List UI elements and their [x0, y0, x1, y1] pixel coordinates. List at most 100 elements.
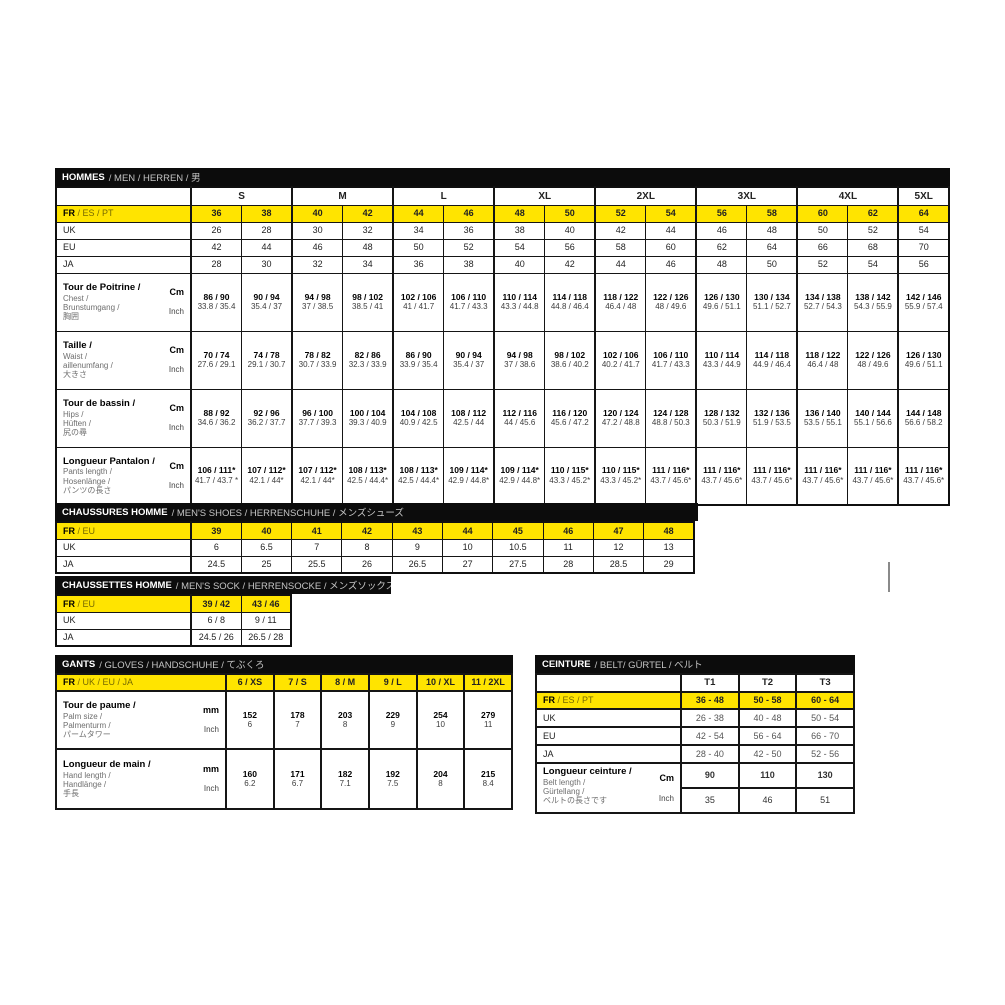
size-group-cell: S: [190, 186, 294, 206]
measure-cell: 111 / 116* 43.7 / 45.6*: [796, 446, 849, 506]
row-label-eu: EU: [55, 238, 192, 257]
unit-inch: Inch: [203, 725, 219, 735]
measure-cell: 94 / 98 37 / 38.6: [493, 330, 546, 390]
section-title: CHAUSSETTES HOMME: [62, 579, 172, 591]
size-cell: 28: [542, 555, 594, 574]
size-cell: 32: [291, 255, 344, 274]
size-cell: 42 - 54: [680, 726, 740, 746]
measure-cell: 104 / 108 40.9 / 42.5: [392, 388, 445, 448]
section-title: HOMMES: [62, 171, 105, 183]
measure-cell: 130 / 134 51.1 / 52.7: [746, 272, 799, 332]
size-cell: 9 / L: [367, 673, 418, 692]
measure-cell: 74 / 78 29.1 / 30.7: [241, 330, 294, 390]
size-cell: 46: [291, 238, 344, 257]
size-cell: 28.5: [592, 555, 645, 574]
shoes-section: CHAUSSURES HOMME / MEN'S SHOES / HERRENSC…: [55, 503, 698, 574]
unit-inch: Inch: [168, 481, 184, 491]
size-cell: 42: [190, 238, 243, 257]
size-cell: 48: [493, 204, 546, 223]
row-label-uk: UK: [55, 538, 192, 557]
size-cell: 6 / 8: [190, 611, 242, 630]
size-cell: 43: [391, 521, 443, 540]
measure-cell: 107 / 112* 42.1 / 44*: [241, 446, 294, 506]
size-cell: 70: [897, 238, 950, 257]
size-cell: 39: [190, 521, 242, 540]
row-label-pants-length: Longueur Pantalon / Pants length / Hosen…: [55, 446, 192, 506]
size-cell: 44: [392, 204, 445, 223]
size-group-cell: 3XL: [695, 186, 799, 206]
size-cell: 46: [443, 204, 496, 223]
size-cell: 39 / 42: [190, 594, 242, 613]
uk-row: UK 6 6.5 7 8 9 10 10.5 11 12 13: [55, 538, 695, 557]
size-cell: 29: [643, 555, 695, 574]
measure-cell: 182 7.1: [320, 748, 370, 810]
size-cell: 24.5: [190, 555, 242, 574]
uk-row: UK 26 - 38 40 - 48 50 - 54: [535, 708, 855, 728]
unit-inch: Inch: [658, 794, 674, 804]
measure-cell: 109 / 114* 42.9 / 44.8*: [493, 446, 546, 506]
size-cell: 42: [341, 521, 393, 540]
measure-cell: 110 / 115* 43.3 / 45.2*: [544, 446, 597, 506]
shoes-section-header: CHAUSSURES HOMME / MEN'S SHOES / HERRENSC…: [55, 503, 698, 521]
size-cell: 50: [746, 255, 799, 274]
row-label-ja: JA: [55, 555, 192, 574]
unit-cm: Cm: [169, 461, 184, 472]
shoes-size-table: FR / EU 39 40 41 42 43 44 45 46 47 48 UK 6 6.5 7 8 9 1…: [55, 521, 695, 574]
size-cell: 36: [443, 221, 496, 240]
size-cell: 26.5 / 28: [240, 628, 292, 647]
size-cell: 9 / 11: [240, 611, 292, 630]
size-cell: 28: [190, 255, 243, 274]
size-cell: 26 - 38: [680, 708, 740, 728]
chest-row: Tour de Poitrine / Chest / Brunstumgang …: [55, 272, 950, 332]
measure-cell: 178 7: [272, 690, 323, 750]
size-cell: 26: [190, 221, 243, 240]
size-cell: 64: [746, 238, 799, 257]
measure-cell: 114 / 118 44.9 / 46.4: [746, 330, 799, 390]
size-cell: 40: [291, 204, 344, 223]
size-cell: 68: [847, 238, 900, 257]
row-label-fr-eu: FR / EU: [55, 521, 192, 540]
size-cell: 52: [847, 221, 900, 240]
measure-cell: 152 6: [225, 690, 275, 750]
measure-cell: 126 / 130 49.6 / 51.1: [897, 330, 950, 390]
size-cell: 58: [746, 204, 799, 223]
unit-cm: Cm: [169, 287, 184, 298]
measure-cell: 116 / 120 45.6 / 47.2: [544, 388, 597, 448]
row-label-hand-length: Longueur de main / Hand length / Handlän…: [55, 748, 227, 810]
measure-cell: 108 / 112 42.5 / 44: [443, 388, 496, 448]
measure-cell: 132 / 136 51.9 / 53.5: [746, 388, 799, 448]
empty-corner-cell: [535, 673, 682, 693]
measure-cell: 111 / 116* 43.7 / 45.6*: [746, 446, 799, 506]
t-size-cell: T3: [795, 673, 855, 693]
size-cell: 26: [341, 555, 393, 574]
size-cell: 52: [796, 255, 849, 274]
row-label-fr-es-pt: FR / ES / PT: [535, 691, 682, 710]
measure-cell: 171 6.7: [272, 748, 323, 810]
row-label-ja: JA: [535, 744, 682, 764]
belt-length-inch-cell: 46: [737, 787, 798, 814]
measure-cell: 70 / 74 27.6 / 29.1: [190, 330, 243, 390]
unit-inch: Inch: [168, 365, 184, 375]
row-label-hips: Tour de bassin / Hips / Hüften / 尻の尋 Cm I…: [55, 388, 192, 448]
measure-cell: 111 / 116* 43.7 / 45.6*: [897, 446, 950, 506]
measure-cell: 136 / 140 53.5 / 55.1: [796, 388, 849, 448]
measure-cell: 106 / 110 41.7 / 43.3: [645, 330, 698, 390]
eu-row: EU 42 - 54 56 - 64 66 - 70: [535, 726, 855, 746]
size-cell: 6 / XS: [225, 673, 275, 692]
size-cell: 50 - 54: [795, 708, 855, 728]
belt-length-cm-cell: 90: [680, 762, 740, 789]
unit-inch: Inch: [168, 307, 184, 317]
section-title: CEINTURE: [542, 658, 591, 670]
ja-row: JA 24.5 25 25.5 26 26.5 27 27.5 28 28.5 29: [55, 555, 695, 574]
belt-length-cm-row: Longueur ceinture / Belt length / Gürtel…: [535, 762, 855, 814]
size-cell: 52: [443, 238, 496, 257]
row-label-palm-size: Tour de paume / Palm size / Palmenturm /…: [55, 690, 227, 750]
size-cell: 54: [847, 255, 900, 274]
belt-length-inch-cell: 51: [795, 787, 855, 814]
row-label-fr-es-pt: FR / ES / PT: [55, 204, 192, 223]
measure-cell: 134 / 138 52.7 / 54.3: [796, 272, 849, 332]
size-cell: 36: [392, 255, 445, 274]
measure-cell: 109 / 114* 42.9 / 44.8*: [443, 446, 496, 506]
size-cell: 42 - 50: [737, 744, 798, 764]
